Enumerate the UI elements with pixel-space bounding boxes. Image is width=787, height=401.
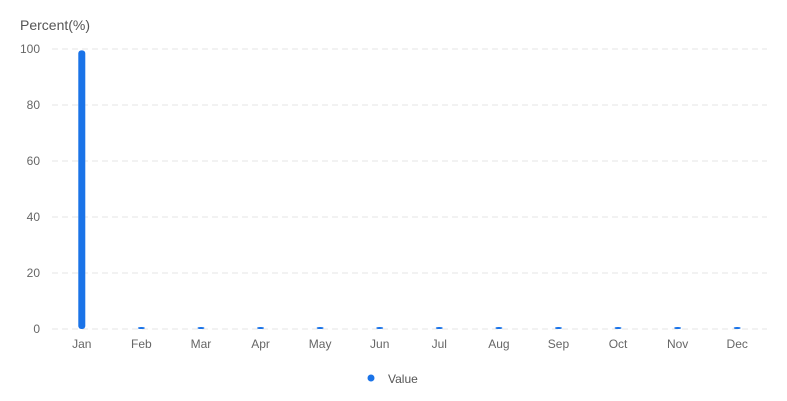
y-tick-label: 20	[27, 266, 41, 280]
x-tick-label: Apr	[251, 337, 270, 351]
y-tick-label: 0	[33, 322, 40, 336]
bar-aug[interactable]	[495, 327, 503, 329]
x-tick-label: Feb	[131, 337, 152, 351]
bar-apr[interactable]	[257, 327, 265, 329]
x-tick-label: Jul	[432, 337, 447, 351]
x-tick-label: Dec	[727, 337, 748, 351]
x-tick-label: May	[309, 337, 332, 351]
x-tick-label: Nov	[667, 337, 688, 351]
legend-marker-value	[367, 374, 375, 382]
x-tick-label: Jun	[370, 337, 389, 351]
x-tick-labels: Jan Feb Mar Apr May Jun Jul Aug Sep Oct Nov Dec	[72, 337, 748, 351]
x-tick-label: Oct	[609, 337, 628, 351]
x-tick-label: Jan	[72, 337, 91, 351]
bar-may[interactable]	[316, 327, 324, 329]
y-tick-label: 40	[27, 210, 41, 224]
bar-sep[interactable]	[554, 327, 562, 329]
y-tick-labels: 0 20 40 60 80 100	[20, 42, 40, 336]
bar-jun[interactable]	[376, 327, 384, 329]
y-tick-label: 60	[27, 154, 41, 168]
y-tick-label: 80	[27, 98, 41, 112]
bar-mar[interactable]	[197, 327, 205, 329]
x-tick-label: Aug	[488, 337, 509, 351]
bar-jul[interactable]	[435, 327, 443, 329]
y-axis-title: Percent(%)	[20, 17, 90, 33]
legend-label-value[interactable]: Value	[388, 372, 418, 386]
y-tick-label: 100	[20, 42, 40, 56]
grid-lines	[52, 48, 767, 330]
legend[interactable]: Value	[367, 372, 419, 386]
bars	[78, 50, 741, 330]
bar-jan[interactable]	[78, 50, 86, 330]
bar-nov[interactable]	[674, 327, 682, 329]
bar-oct[interactable]	[614, 327, 622, 329]
x-tick-label: Sep	[548, 337, 570, 351]
x-tick-label: Mar	[191, 337, 212, 351]
bar-feb[interactable]	[137, 327, 145, 329]
bar-dec[interactable]	[733, 327, 741, 329]
